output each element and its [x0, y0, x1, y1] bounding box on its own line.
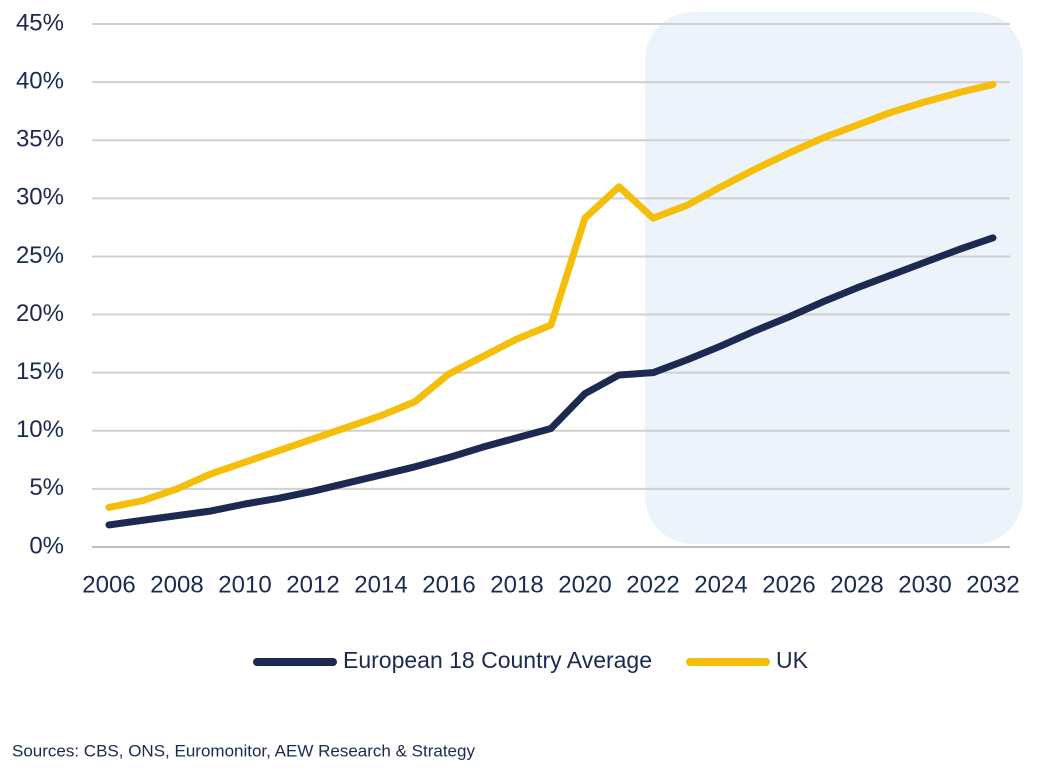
forecast-shade — [645, 12, 1023, 544]
y-tick-label: 20% — [16, 300, 64, 327]
y-tick-label: 0% — [29, 532, 64, 559]
x-tick-label: 2028 — [830, 571, 883, 598]
y-tick-label: 5% — [29, 474, 64, 501]
labels: 0% 5% 10% 15% 20% 25% 30% 35% 40% 45% 2006 2008 2010… — [16, 9, 1020, 673]
series-line — [105, 234, 997, 529]
y-tick-label: 45% — [16, 9, 64, 36]
legend-label: European 18 Country Average — [343, 647, 652, 673]
x-tick-label: 2008 — [150, 571, 203, 598]
lines — [105, 80, 997, 529]
x-tick-label: 2020 — [558, 571, 611, 598]
x-tick-label: 2010 — [218, 571, 271, 598]
legend-label: UK — [776, 647, 809, 673]
x-tick-label: 2016 — [422, 571, 475, 598]
x-tick-label: 2018 — [490, 571, 543, 598]
x-tick-label: 2032 — [966, 571, 1019, 598]
source-note: Sources: CBS, ONS, Euromonitor, AEW Rese… — [12, 741, 475, 760]
x-tick-label: 2024 — [694, 571, 747, 598]
series-line — [105, 80, 997, 511]
x-tick-label: 2014 — [354, 571, 407, 598]
x-tick-label: 2026 — [762, 571, 815, 598]
y-tick-label: 30% — [16, 184, 64, 211]
y-tick-label: 40% — [16, 67, 64, 94]
x-tick-label: 2012 — [286, 571, 339, 598]
x-tick-label: 2022 — [626, 571, 679, 598]
y-tick-label: 35% — [16, 126, 64, 153]
y-tick-label: 15% — [16, 358, 64, 385]
x-tick-label: 2030 — [898, 571, 951, 598]
y-tick-label: 10% — [16, 416, 64, 443]
x-tick-label: 2006 — [82, 571, 135, 598]
y-tick-label: 25% — [16, 242, 64, 269]
